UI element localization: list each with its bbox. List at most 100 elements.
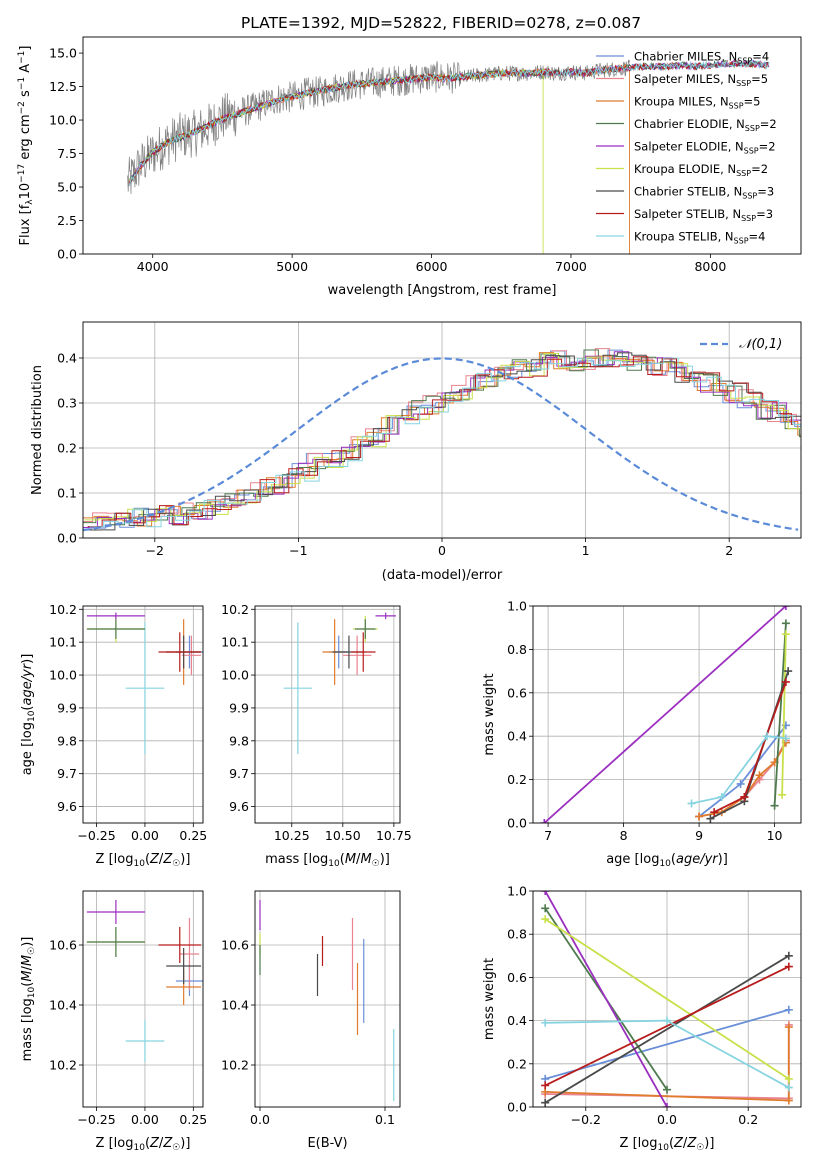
x-tick-label: 2	[725, 543, 733, 558]
x-tick-label: 0	[438, 543, 446, 558]
x-tick-label: −0.25	[77, 828, 115, 843]
weight-line-8	[691, 735, 787, 805]
y-tick-label: 2.5	[57, 213, 77, 228]
mass-vs-z-panel: −0.25 0.00 0.25 10.2 10.4 10.6 Z [log10(Z/Z☉)]…	[20, 890, 207, 1153]
weight-marker-8-1	[717, 792, 726, 801]
x-tick-label: 0.1	[375, 1112, 395, 1127]
weight-marker-2-1	[784, 1096, 793, 1105]
y-tick-label: 9.9	[229, 700, 249, 715]
x-tick-label: 8000	[694, 259, 726, 274]
gaussian-curve	[83, 357, 799, 532]
x-tick-label: 0.00	[131, 828, 159, 843]
x-tick-label: 7000	[555, 259, 587, 274]
y-tick-label: 9.6	[229, 799, 249, 814]
weight-marker-3-0	[541, 904, 550, 913]
weight-marker-8-3	[781, 734, 790, 743]
x-axis-label: Z [log10(Z/Z☉)]	[96, 1136, 191, 1153]
y-tick-label: 0.2	[507, 772, 527, 787]
x-tick-label: 0.25	[179, 1112, 207, 1127]
weight-marker-4-1	[663, 1103, 671, 1107]
weight-marker-8-0	[541, 1018, 550, 1027]
y-axis-label: Normed distribution	[30, 365, 45, 495]
x-tick-label: −0.2	[571, 1112, 601, 1127]
gaussian-legend-label: 𝒩(0,1)	[739, 337, 782, 352]
weight-marker-3-1	[781, 619, 790, 628]
y-tick-label: 1.0	[507, 599, 527, 614]
weight-marker-5-1	[784, 1074, 793, 1083]
residual-hist-panel: −2 −1 0 1 2 0.0 0.1 0.2 0.3 0.4 𝒩(0,1) (data-model)…	[30, 321, 802, 583]
x-tick-label: 4000	[137, 259, 169, 274]
y-tick-label: 9.8	[57, 733, 77, 748]
x-tick-label: 0.25	[179, 828, 207, 843]
weight-marker-2-2	[784, 1023, 793, 1032]
weight-line-6	[544, 955, 790, 1104]
figure-title: PLATE=1392, MJD=52822, FIBERID=0278, z=0…	[241, 14, 641, 32]
y-tick-label: 10.2	[49, 1058, 77, 1073]
weight-vs-z-panel: −0.2 0.0 0.2 0.0 0.2 0.4 0.6 0.8 1.0 Z [log10(Z/Z…	[482, 884, 802, 1153]
spectrum-panel: 4000 5000 6000 7000 8000 0.0 2.5 5.0 7.5 10.0 12.5…	[17, 36, 802, 298]
x-tick-label: 0.0	[250, 1112, 270, 1127]
mass-vs-z-plot-area	[86, 900, 203, 1062]
y-tick-label: 10.0	[49, 668, 77, 683]
weight-marker-8-1	[663, 1016, 671, 1025]
x-tick-label: −1	[289, 543, 307, 558]
weight-marker-5-0	[541, 915, 550, 924]
weight-marker-7-1	[740, 792, 749, 801]
y-tick-label: 0.0	[507, 1100, 527, 1115]
legend-label-3: Chabrier ELODIE, NSSP=2	[634, 117, 777, 133]
model-curve-8	[128, 60, 770, 187]
hist-step-8	[89, 357, 801, 528]
axes-frame	[82, 605, 204, 824]
legend-label-4: Salpeter ELODIE, NSSP=2	[634, 140, 776, 156]
y-axis-label: age [log10(age/yr)]	[20, 654, 37, 776]
weight-marker-8-0	[687, 799, 696, 808]
y-tick-label: 0.1	[57, 486, 77, 501]
weight-marker-2-0	[695, 812, 704, 821]
weight-line-4	[543, 606, 787, 823]
x-axis-label: age [log10(age/yr)]	[606, 852, 728, 869]
y-tick-label: 0.3	[57, 396, 77, 411]
y-tick-label: 1.0	[507, 884, 527, 899]
y-tick-label: 10.4	[221, 998, 249, 1013]
y-tick-label: 10.6	[221, 938, 249, 953]
x-tick-label: 8	[620, 828, 628, 843]
weight-marker-0-1	[736, 779, 745, 788]
age-vs-mass-plot-area	[283, 612, 396, 754]
weight-marker-7-2	[781, 677, 790, 686]
weight-line-3	[773, 623, 787, 806]
hist-plot-area	[83, 348, 801, 532]
x-tick-label: 9	[695, 828, 703, 843]
weight-line-4	[544, 891, 668, 1107]
y-tick-label: 0.0	[57, 247, 77, 262]
weight-marker-6-0	[706, 814, 715, 823]
y-tick-label: 0.2	[507, 1056, 527, 1071]
weight-vs-age-panel: 7 8 9 10 0.0 0.2 0.4 0.6 0.8 1.0 age [log10(age/yr…	[482, 599, 802, 869]
y-tick-label: 10.4	[49, 998, 77, 1013]
x-tick-label: 10	[767, 828, 783, 843]
legend-label-2: Kroupa MILES, NSSP=5	[634, 95, 760, 111]
mass-vs-ebv-plot-area	[259, 900, 395, 1101]
x-tick-label: 5000	[276, 259, 308, 274]
weight-line-5	[781, 634, 787, 795]
weight-vs-age-plot-area	[540, 606, 793, 823]
y-tick-label: 0.6	[507, 685, 527, 700]
y-tick-label: 10.2	[221, 602, 249, 617]
weight-line-0	[544, 1008, 790, 1080]
y-tick-label: 0.0	[507, 816, 527, 831]
weight-marker-8-2	[763, 732, 772, 741]
weight-marker-6-0	[541, 1098, 550, 1107]
x-tick-label: 1	[582, 543, 590, 558]
x-axis-label: Z [log10(Z/Z☉)]	[96, 852, 191, 869]
weight-marker-5-1	[781, 630, 790, 639]
y-tick-label: 15.0	[49, 46, 77, 61]
age-vs-mass-panel: 10.25 10.50 10.75 9.6 9.7 9.8 9.9 10.0 10.1 10.2 m…	[221, 602, 412, 869]
mass-vs-ebv-panel: 0.0 0.1 10.2 10.4 10.6 E(B-V)	[221, 890, 401, 1151]
y-tick-label: 10.1	[49, 635, 77, 650]
y-tick-label: 5.0	[57, 180, 77, 195]
x-tick-label: 6000	[416, 259, 448, 274]
y-axis-label: Flux [fλ10−17 erg cm−2 s−1 A−1]	[17, 46, 35, 246]
y-tick-label: 0.4	[507, 729, 527, 744]
x-tick-label: 10.75	[376, 828, 412, 843]
y-tick-label: 12.5	[49, 79, 77, 94]
y-tick-label: 9.7	[229, 766, 249, 781]
